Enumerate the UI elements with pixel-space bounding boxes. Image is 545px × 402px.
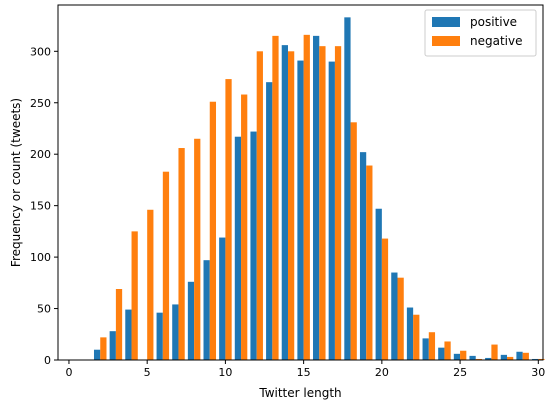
bar-positive-26 — [469, 355, 476, 360]
bar-negative-29 — [522, 352, 529, 360]
plot-frame — [57, 4, 544, 361]
y-tick-label: 300 — [30, 45, 51, 58]
bar-positive-23 — [422, 338, 429, 360]
x-axis-label: Twitter length — [258, 386, 341, 400]
bar-positive-4 — [125, 309, 132, 360]
bar-negative-27 — [491, 344, 498, 360]
y-tick-label: 200 — [30, 148, 51, 161]
bar-positive-22 — [406, 307, 414, 360]
bar-positive-6 — [156, 312, 163, 360]
bar-negative-5 — [147, 209, 154, 360]
bar-negative-17 — [334, 46, 342, 360]
bar-positive-21 — [391, 272, 398, 360]
bar-negative-25 — [460, 350, 467, 360]
bar-positive-27 — [485, 357, 492, 360]
bar-positive-19 — [359, 152, 367, 360]
bar-positive-24 — [438, 347, 445, 360]
bar-positive-10 — [219, 237, 226, 360]
y-axis: 0 50 100 150 200 250 300 — [30, 45, 58, 367]
bar-positive-20 — [375, 208, 382, 360]
bar-positive-13 — [266, 82, 273, 360]
bar-positive-15 — [297, 60, 304, 360]
bar-positive-18 — [344, 17, 351, 360]
x-tick-label: 5 — [144, 366, 151, 379]
bar-positive-8 — [187, 281, 195, 360]
bar-positive-3 — [109, 331, 116, 360]
bar-negative-2 — [100, 337, 107, 360]
bar-negative-24 — [444, 341, 451, 360]
bar-negative-18 — [350, 122, 357, 360]
bar-negative-8 — [194, 138, 201, 360]
bar-positive-9 — [203, 260, 210, 360]
legend-swatch-negative — [432, 36, 460, 46]
legend-swatch-positive — [432, 17, 460, 27]
legend: positive negative — [424, 9, 537, 57]
bar-negative-9 — [209, 101, 217, 360]
bar-positive-30 — [532, 358, 539, 360]
y-tick-label: 250 — [30, 97, 51, 110]
y-tick-label: 0 — [44, 354, 51, 367]
bar-negative-14 — [287, 51, 295, 360]
y-tick-label: 50 — [37, 303, 51, 316]
y-tick-label: 150 — [30, 200, 51, 213]
bar-positive-12 — [250, 131, 257, 360]
x-tick-label: 25 — [453, 366, 467, 379]
chart-bars — [93, 17, 545, 361]
bar-negative-26 — [475, 358, 482, 360]
bar-positive-7 — [172, 304, 179, 360]
bar-negative-21 — [397, 277, 404, 360]
bar-positive-17 — [328, 61, 335, 360]
bar-negative-6 — [162, 171, 170, 360]
bar-positive-28 — [500, 354, 508, 360]
bar-negative-23 — [428, 332, 436, 360]
bar-negative-13 — [272, 35, 279, 360]
y-axis-label: Frequency or count (tweets) — [9, 98, 23, 267]
bar-positive-25 — [453, 353, 461, 360]
bar-negative-28 — [507, 356, 514, 360]
bar-negative-7 — [178, 148, 185, 360]
bar-positive-29 — [516, 351, 523, 360]
bar-positive-2 — [93, 349, 101, 360]
bar-negative-30 — [538, 358, 545, 360]
bar-negative-20 — [381, 238, 389, 360]
x-tick-label: 10 — [218, 366, 232, 379]
bar-negative-15 — [303, 34, 310, 361]
bar-negative-3 — [115, 289, 123, 360]
legend-label-positive: positive — [470, 15, 517, 29]
bar-negative-11 — [241, 94, 248, 361]
bar-negative-4 — [131, 231, 138, 360]
bar-negative-16 — [319, 46, 326, 360]
x-tick-label: 0 — [65, 366, 72, 379]
x-axis: 0 5 10 15 20 25 30 — [65, 360, 545, 379]
legend-label-negative: negative — [470, 34, 522, 48]
bar-positive-11 — [234, 136, 242, 360]
bar-negative-12 — [256, 51, 263, 360]
bar-negative-22 — [413, 314, 420, 360]
x-tick-label: 15 — [297, 366, 311, 379]
bar-positive-14 — [281, 45, 288, 361]
bar-positive-16 — [313, 35, 320, 360]
x-tick-label: 20 — [375, 366, 389, 379]
x-tick-label: 30 — [531, 366, 545, 379]
bar-negative-19 — [366, 165, 373, 360]
bar-negative-10 — [225, 79, 232, 360]
y-tick-label: 100 — [30, 251, 51, 264]
